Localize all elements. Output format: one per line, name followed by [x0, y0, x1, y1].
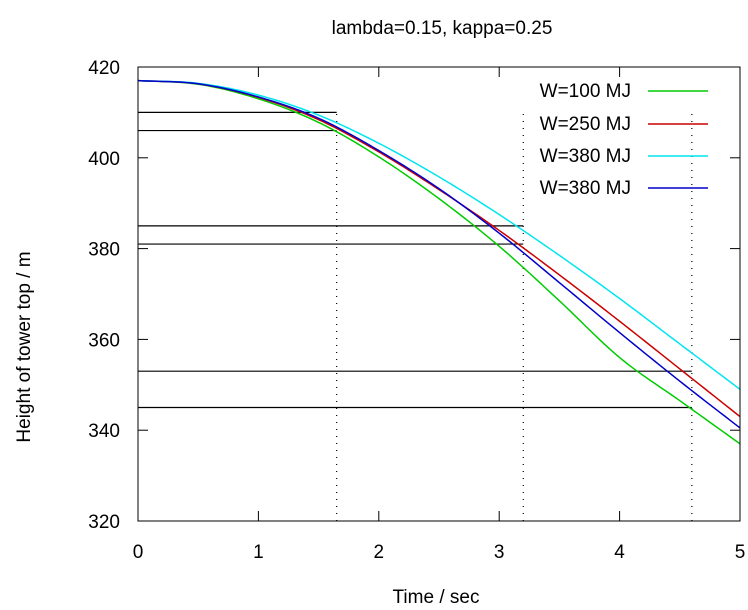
plot-frame: [137, 66, 741, 522]
tick-labels: 0 1 2 3 4 5 320 340 360 380 400 420: [88, 58, 745, 563]
legend-label-4: W=380 MJ: [540, 178, 631, 199]
y-axis-label: Height of tower top / m: [14, 251, 35, 442]
legend: W=100 MJ W=250 MJ W=380 MJ W=380 MJ: [540, 81, 708, 199]
legend-label-2: W=250 MJ: [540, 114, 631, 135]
axis-ticks: [137, 66, 741, 522]
x-tick-label: 5: [735, 542, 746, 563]
x-tick-label: 0: [133, 542, 144, 563]
series-line-4: [137, 79, 741, 429]
y-tick-label: 380: [88, 240, 120, 261]
x-tick-label: 2: [374, 542, 385, 563]
legend-label-1: W=100 MJ: [540, 81, 631, 102]
legend-label-3: W=380 MJ: [540, 146, 631, 167]
y-tick-label: 420: [88, 58, 120, 79]
series-line-1: [137, 79, 741, 445]
y-tick-label: 340: [88, 421, 120, 442]
x-tick-label: 3: [494, 542, 505, 563]
x-axis-label: Time / sec: [393, 587, 480, 608]
y-tick-label: 360: [88, 330, 120, 351]
x-tick-label: 1: [253, 542, 264, 563]
y-tick-label: 320: [88, 512, 120, 533]
x-tick-label: 4: [614, 542, 625, 563]
chart-title: lambda=0.15, kappa=0.25: [332, 18, 553, 39]
series-line-3: [137, 79, 741, 390]
y-tick-label: 400: [88, 149, 120, 170]
marks-layer: [137, 79, 741, 521]
